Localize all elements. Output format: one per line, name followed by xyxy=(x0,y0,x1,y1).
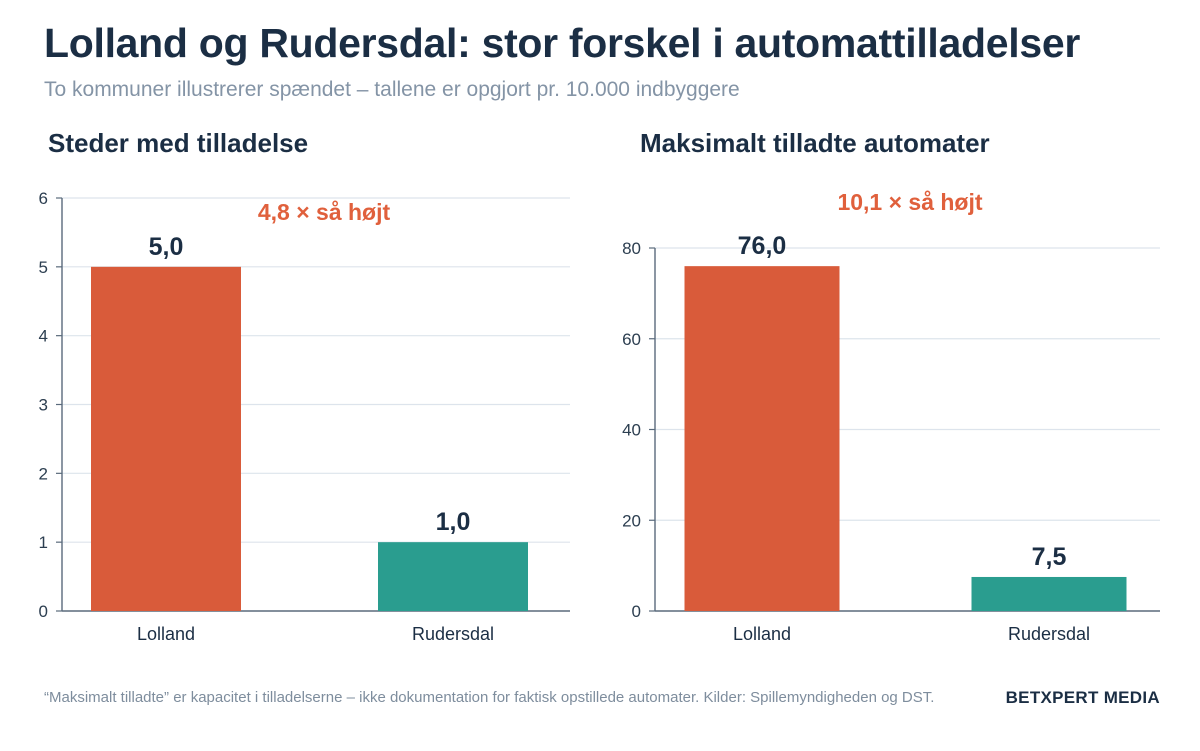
bar-lolland xyxy=(684,266,840,611)
data-label-rudersdal: 7,5 xyxy=(1032,543,1067,571)
data-label-rudersdal: 1,0 xyxy=(436,508,471,536)
y-tick-label: 60 xyxy=(622,330,641,349)
y-tick-label: 40 xyxy=(622,421,641,440)
y-tick-label: 20 xyxy=(622,511,641,530)
y-tick-label: 0 xyxy=(632,602,641,621)
y-tick-label: 5 xyxy=(39,258,48,277)
brand-logo: BETXPERT MEDIA xyxy=(1005,688,1160,707)
chart-title-places: Steder med tilladelse xyxy=(48,128,309,158)
y-tick-label: 0 xyxy=(39,602,48,621)
y-tick-label: 6 xyxy=(39,189,48,208)
data-label-lolland: 5,0 xyxy=(149,233,184,261)
y-tick-label: 80 xyxy=(622,239,641,258)
bar-lolland xyxy=(91,266,241,611)
y-tick-label: 3 xyxy=(39,396,48,415)
footnote: “Maksimalt tilladte” er kapacitet i till… xyxy=(44,689,935,706)
x-tick-label-lolland: Lolland xyxy=(733,624,791,644)
y-tick-label: 1 xyxy=(39,533,48,552)
chart-title-machines: Maksimalt tilladte automater xyxy=(640,128,990,158)
x-tick-label-rudersdal: Rudersdal xyxy=(412,624,494,644)
ratio-annotation-places: 4,8 × så højt xyxy=(258,199,391,225)
bar-rudersdal xyxy=(971,576,1127,611)
bar-rudersdal xyxy=(378,542,528,611)
page-subtitle: To kommuner illustrerer spændet – tallen… xyxy=(44,78,740,101)
data-label-lolland: 76,0 xyxy=(738,232,787,260)
x-tick-label-rudersdal: Rudersdal xyxy=(1008,624,1090,644)
page-title: Lolland og Rudersdal: stor forskel i aut… xyxy=(44,20,1081,66)
ratio-annotation-machines: 10,1 × så højt xyxy=(837,189,982,215)
y-tick-label: 4 xyxy=(39,327,48,346)
x-tick-label-lolland: Lolland xyxy=(137,624,195,644)
y-tick-label: 2 xyxy=(39,464,48,483)
